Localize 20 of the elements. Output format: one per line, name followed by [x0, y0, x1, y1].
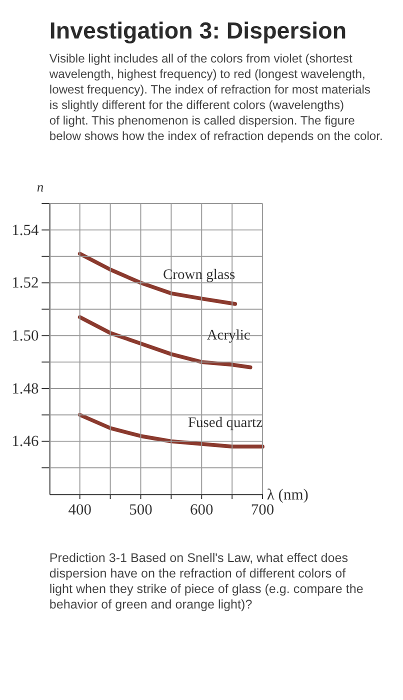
y-tick-label: 1.52: [12, 274, 39, 292]
chart-subtitle: Visible light includes all of the colors from violet (shortest wavelength, highest frequency) to red (longest wavelength, lowest frequency). The index of refraction for most materials is slightly different for the different colors (wavelengths) of light. This phenomenon is called dispersion. The figure below shows how the index of refraction depends on the color.: [48, 52, 383, 144]
line-series: [78, 412, 264, 449]
series-label: Acrylic: [206, 328, 250, 344]
series-label: Fused quartz: [188, 414, 264, 431]
chart-title: Investigation 3: Dispersion: [49, 17, 347, 44]
x-tick-label: 700: [250, 502, 274, 518]
y-tick-label: 1.48: [12, 380, 39, 398]
y-tick-label: 1.54: [12, 222, 39, 239]
x-axis-title: λ (nm): [266, 486, 308, 504]
text: Prediction 3-1 Based on Snell's Law, what effect does dispersion have on the refraction of different colors of light when they strike of piece of glass (e.g. compare the behavior of green and orange light)?: [49, 550, 364, 612]
y-tick-label: 1.50: [12, 327, 39, 344]
line-series: [78, 252, 238, 306]
x-tick-label: 400: [68, 502, 92, 518]
series-label: Crown glass: [162, 266, 236, 283]
x-tick-label: 500: [129, 502, 153, 518]
y-tick-label: 1.46: [12, 433, 39, 450]
line-series: [78, 315, 252, 370]
x-tick-label: 600: [190, 502, 214, 518]
y-axis-title: n: [36, 179, 44, 194]
